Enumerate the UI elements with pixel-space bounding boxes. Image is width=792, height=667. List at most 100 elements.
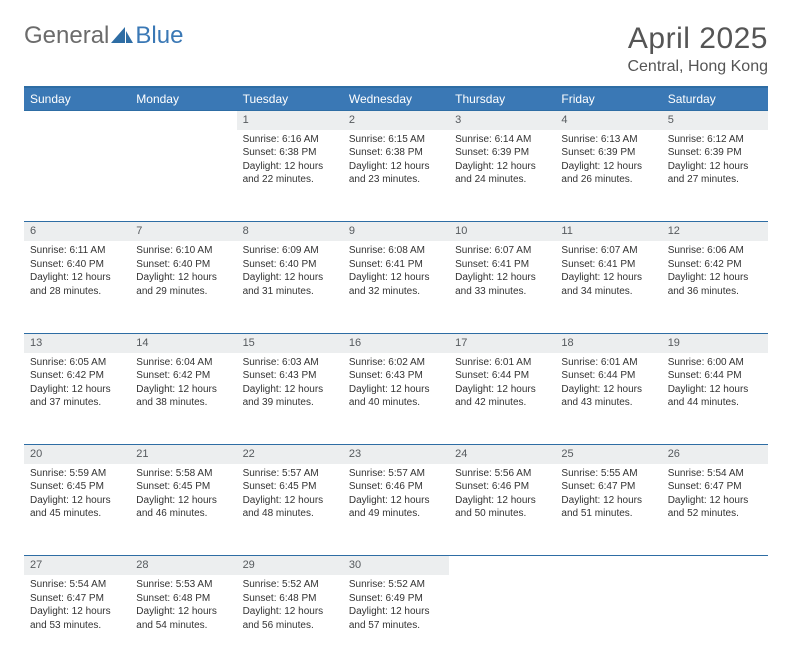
empty-daynum — [24, 111, 130, 130]
sunrise-text: Sunrise: 6:09 AM — [243, 244, 337, 258]
day-cell-text: Sunrise: 6:12 AMSunset: 6:39 PMDaylight:… — [668, 133, 762, 187]
brand-part1: General — [24, 22, 109, 50]
daylight-text: Daylight: 12 hours and 28 minutes. — [30, 271, 124, 298]
page-header: General Blue April 2025 Central, Hong Ko… — [24, 22, 768, 76]
empty-cell — [449, 575, 555, 667]
sunset-text: Sunset: 6:44 PM — [455, 369, 549, 383]
day-cell: Sunrise: 6:13 AMSunset: 6:39 PMDaylight:… — [555, 130, 661, 222]
day-cell: Sunrise: 5:59 AMSunset: 6:45 PMDaylight:… — [24, 464, 130, 556]
sunset-text: Sunset: 6:39 PM — [455, 146, 549, 160]
sunset-text: Sunset: 6:46 PM — [349, 480, 443, 494]
day-number: 14 — [130, 333, 236, 352]
day-cell-text: Sunrise: 6:00 AMSunset: 6:44 PMDaylight:… — [668, 356, 762, 410]
day-number: 1 — [237, 111, 343, 130]
day-number: 2 — [343, 111, 449, 130]
week-daynum-row: 6789101112 — [24, 222, 768, 241]
day-header: Monday — [130, 87, 236, 111]
daylight-text: Daylight: 12 hours and 46 minutes. — [136, 494, 230, 521]
day-number: 3 — [449, 111, 555, 130]
day-cell: Sunrise: 6:05 AMSunset: 6:42 PMDaylight:… — [24, 353, 130, 445]
daylight-text: Daylight: 12 hours and 57 minutes. — [349, 605, 443, 632]
sunset-text: Sunset: 6:40 PM — [243, 258, 337, 272]
day-cell: Sunrise: 6:01 AMSunset: 6:44 PMDaylight:… — [449, 353, 555, 445]
location-label: Central, Hong Kong — [627, 58, 768, 76]
day-number: 15 — [237, 333, 343, 352]
brand-logo: General Blue — [24, 22, 183, 50]
sunset-text: Sunset: 6:45 PM — [30, 480, 124, 494]
day-cell: Sunrise: 6:07 AMSunset: 6:41 PMDaylight:… — [449, 241, 555, 333]
day-header: Tuesday — [237, 87, 343, 111]
sunset-text: Sunset: 6:44 PM — [668, 369, 762, 383]
day-cell: Sunrise: 5:53 AMSunset: 6:48 PMDaylight:… — [130, 575, 236, 667]
day-cell: Sunrise: 6:08 AMSunset: 6:41 PMDaylight:… — [343, 241, 449, 333]
day-cell: Sunrise: 5:54 AMSunset: 6:47 PMDaylight:… — [662, 464, 768, 556]
daylight-text: Daylight: 12 hours and 48 minutes. — [243, 494, 337, 521]
sunrise-text: Sunrise: 6:11 AM — [30, 244, 124, 258]
brand-part2: Blue — [135, 22, 183, 50]
sunrise-text: Sunrise: 6:01 AM — [561, 356, 655, 370]
empty-daynum — [449, 556, 555, 575]
daylight-text: Daylight: 12 hours and 31 minutes. — [243, 271, 337, 298]
daylight-text: Daylight: 12 hours and 45 minutes. — [30, 494, 124, 521]
sunset-text: Sunset: 6:46 PM — [455, 480, 549, 494]
day-cell: Sunrise: 6:15 AMSunset: 6:38 PMDaylight:… — [343, 130, 449, 222]
day-cell-text: Sunrise: 6:05 AMSunset: 6:42 PMDaylight:… — [30, 356, 124, 410]
day-cell: Sunrise: 5:57 AMSunset: 6:46 PMDaylight:… — [343, 464, 449, 556]
sunset-text: Sunset: 6:39 PM — [668, 146, 762, 160]
sunset-text: Sunset: 6:38 PM — [243, 146, 337, 160]
sunrise-text: Sunrise: 6:12 AM — [668, 133, 762, 147]
day-cell: Sunrise: 5:52 AMSunset: 6:49 PMDaylight:… — [343, 575, 449, 667]
sunset-text: Sunset: 6:43 PM — [243, 369, 337, 383]
sunrise-text: Sunrise: 6:07 AM — [561, 244, 655, 258]
daylight-text: Daylight: 12 hours and 39 minutes. — [243, 383, 337, 410]
day-number: 27 — [24, 556, 130, 575]
sunrise-text: Sunrise: 6:07 AM — [455, 244, 549, 258]
daylight-text: Daylight: 12 hours and 44 minutes. — [668, 383, 762, 410]
day-cell-text: Sunrise: 5:58 AMSunset: 6:45 PMDaylight:… — [136, 467, 230, 521]
sunset-text: Sunset: 6:41 PM — [561, 258, 655, 272]
day-cell-text: Sunrise: 6:10 AMSunset: 6:40 PMDaylight:… — [136, 244, 230, 298]
sunset-text: Sunset: 6:48 PM — [243, 592, 337, 606]
day-cell: Sunrise: 6:09 AMSunset: 6:40 PMDaylight:… — [237, 241, 343, 333]
empty-cell — [24, 130, 130, 222]
sunrise-text: Sunrise: 5:57 AM — [243, 467, 337, 481]
sunrise-text: Sunrise: 5:54 AM — [668, 467, 762, 481]
day-cell: Sunrise: 6:14 AMSunset: 6:39 PMDaylight:… — [449, 130, 555, 222]
day-number: 30 — [343, 556, 449, 575]
daylight-text: Daylight: 12 hours and 53 minutes. — [30, 605, 124, 632]
sunrise-text: Sunrise: 5:59 AM — [30, 467, 124, 481]
sunrise-text: Sunrise: 6:14 AM — [455, 133, 549, 147]
day-cell-text: Sunrise: 6:02 AMSunset: 6:43 PMDaylight:… — [349, 356, 443, 410]
sunset-text: Sunset: 6:49 PM — [349, 592, 443, 606]
calendar-table: SundayMondayTuesdayWednesdayThursdayFrid… — [24, 86, 768, 667]
sunrise-text: Sunrise: 6:02 AM — [349, 356, 443, 370]
day-number: 10 — [449, 222, 555, 241]
day-cell-text: Sunrise: 6:09 AMSunset: 6:40 PMDaylight:… — [243, 244, 337, 298]
sunrise-text: Sunrise: 6:15 AM — [349, 133, 443, 147]
day-cell-text: Sunrise: 6:03 AMSunset: 6:43 PMDaylight:… — [243, 356, 337, 410]
day-cell: Sunrise: 6:12 AMSunset: 6:39 PMDaylight:… — [662, 130, 768, 222]
day-cell: Sunrise: 5:57 AMSunset: 6:45 PMDaylight:… — [237, 464, 343, 556]
sunset-text: Sunset: 6:38 PM — [349, 146, 443, 160]
day-cell-text: Sunrise: 6:16 AMSunset: 6:38 PMDaylight:… — [243, 133, 337, 187]
day-cell-text: Sunrise: 6:06 AMSunset: 6:42 PMDaylight:… — [668, 244, 762, 298]
daylight-text: Daylight: 12 hours and 43 minutes. — [561, 383, 655, 410]
daylight-text: Daylight: 12 hours and 22 minutes. — [243, 160, 337, 187]
daylight-text: Daylight: 12 hours and 32 minutes. — [349, 271, 443, 298]
empty-daynum — [130, 111, 236, 130]
sunrise-text: Sunrise: 5:53 AM — [136, 578, 230, 592]
day-cell: Sunrise: 6:11 AMSunset: 6:40 PMDaylight:… — [24, 241, 130, 333]
sunrise-text: Sunrise: 6:05 AM — [30, 356, 124, 370]
sunset-text: Sunset: 6:42 PM — [668, 258, 762, 272]
day-cell-text: Sunrise: 6:07 AMSunset: 6:41 PMDaylight:… — [455, 244, 549, 298]
day-cell-text: Sunrise: 5:56 AMSunset: 6:46 PMDaylight:… — [455, 467, 549, 521]
week-daynum-row: 20212223242526 — [24, 445, 768, 464]
sunrise-text: Sunrise: 5:57 AM — [349, 467, 443, 481]
day-cell: Sunrise: 6:10 AMSunset: 6:40 PMDaylight:… — [130, 241, 236, 333]
daylight-text: Daylight: 12 hours and 23 minutes. — [349, 160, 443, 187]
day-cell-text: Sunrise: 5:55 AMSunset: 6:47 PMDaylight:… — [561, 467, 655, 521]
day-cell-text: Sunrise: 6:13 AMSunset: 6:39 PMDaylight:… — [561, 133, 655, 187]
sunset-text: Sunset: 6:47 PM — [30, 592, 124, 606]
daylight-text: Daylight: 12 hours and 54 minutes. — [136, 605, 230, 632]
day-cell-text: Sunrise: 6:01 AMSunset: 6:44 PMDaylight:… — [455, 356, 549, 410]
